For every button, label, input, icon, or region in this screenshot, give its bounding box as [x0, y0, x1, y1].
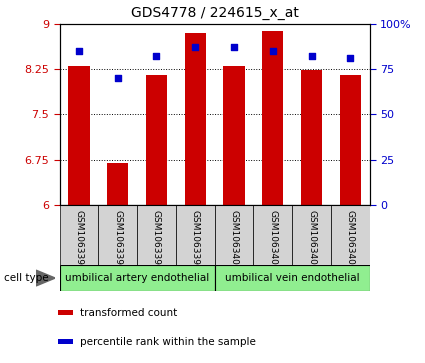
Point	[231, 44, 238, 50]
Bar	[146, 75, 167, 205]
Point	[192, 44, 198, 50]
Bar	[57, 310, 73, 315]
Bar	[224, 66, 245, 205]
Bar	[137, 205, 176, 265]
Text: GSM1063406: GSM1063406	[268, 210, 277, 270]
Bar	[301, 70, 322, 205]
Bar	[253, 205, 292, 265]
Bar	[57, 339, 73, 344]
Bar	[60, 205, 98, 265]
Point	[114, 75, 121, 81]
Bar	[331, 205, 370, 265]
Point	[347, 55, 354, 61]
Bar	[215, 205, 253, 265]
Text: percentile rank within the sample: percentile rank within the sample	[80, 337, 256, 347]
Text: transformed count: transformed count	[80, 307, 177, 318]
Text: GSM1063408: GSM1063408	[346, 210, 355, 270]
Bar	[262, 31, 283, 205]
Bar	[176, 205, 215, 265]
Text: cell type: cell type	[4, 273, 49, 283]
Text: GSM1063396: GSM1063396	[74, 210, 83, 271]
Bar	[340, 75, 361, 205]
Bar	[107, 163, 128, 205]
Text: umbilical vein endothelial: umbilical vein endothelial	[225, 273, 360, 283]
Polygon shape	[36, 270, 55, 286]
Point	[308, 53, 315, 59]
Text: GSM1063407: GSM1063407	[307, 210, 316, 270]
Title: GDS4778 / 224615_x_at: GDS4778 / 224615_x_at	[131, 6, 298, 20]
Point	[153, 53, 160, 59]
Bar	[68, 66, 90, 205]
Point	[76, 48, 82, 54]
Bar	[98, 205, 137, 265]
Text: GSM1063405: GSM1063405	[230, 210, 238, 270]
Point	[269, 48, 276, 54]
Text: umbilical artery endothelial: umbilical artery endothelial	[65, 273, 209, 283]
Text: GSM1063398: GSM1063398	[152, 210, 161, 271]
Bar	[215, 265, 370, 291]
Bar	[184, 33, 206, 205]
Bar	[292, 205, 331, 265]
Text: GSM1063399: GSM1063399	[191, 210, 200, 271]
Text: GSM1063397: GSM1063397	[113, 210, 122, 271]
Bar	[60, 265, 215, 291]
